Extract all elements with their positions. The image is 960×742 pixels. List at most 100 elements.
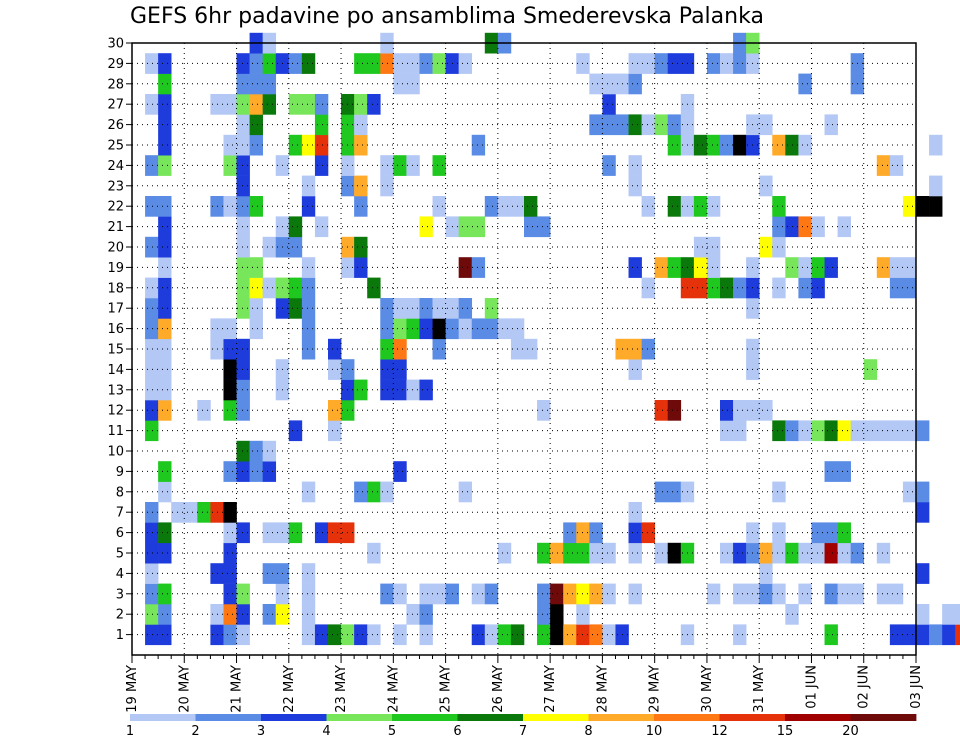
- heatmap-cell: [236, 73, 250, 95]
- heatmap-cell: [328, 338, 342, 360]
- colorbar-label: 6: [453, 724, 461, 739]
- heatmap-cell: [301, 338, 316, 360]
- heatmap-cell: [158, 298, 172, 319]
- heatmap-cell: [589, 542, 603, 564]
- x-axis: 19 MAY 20 MAY 21 MAY 22 MAY 23 MAY 24 MAY 25 M…: [125, 655, 924, 713]
- heatmap-cell: [550, 624, 564, 646]
- heatmap-cell: [628, 73, 642, 95]
- y-tick-label: 17: [107, 302, 124, 317]
- heatmap-cell: [759, 583, 773, 605]
- heatmap-cell: [458, 298, 473, 319]
- heatmap-cell: [380, 583, 394, 605]
- x-tick-label: 24 MAY: [386, 665, 401, 713]
- heatmap-cell: [249, 277, 263, 299]
- heatmap-cell: [367, 481, 381, 503]
- colorbar-swatch: [719, 714, 786, 721]
- x-tick-label: 23 MAY: [334, 665, 349, 713]
- heatmap-cell: [772, 236, 786, 258]
- x-tick-label: 01 JUN: [804, 665, 819, 709]
- heatmap-cell: [471, 134, 486, 156]
- y-tick-label: 8: [116, 485, 124, 500]
- colorbar-label: 20: [842, 724, 859, 739]
- heatmap-cell: [223, 379, 237, 401]
- heatmap-cell: [249, 73, 263, 95]
- y-tick-label: 15: [107, 343, 124, 358]
- heatmap-cell: [328, 420, 342, 442]
- heatmap-cell: [288, 236, 303, 258]
- heatmap-cell: [367, 624, 381, 646]
- heatmap-cell: [223, 155, 237, 176]
- heatmap-cell: [798, 134, 812, 156]
- heatmap-cell: [916, 420, 930, 442]
- colorbar-swatch: [588, 714, 655, 721]
- heatmap-cell: [354, 196, 368, 217]
- heatmap-cell: [236, 359, 250, 380]
- heatmap-cell: [223, 583, 237, 605]
- heatmap-cell: [145, 604, 159, 625]
- colorbar-swatch: [850, 714, 917, 721]
- heatmap-cell: [223, 461, 237, 482]
- heatmap-cell: [706, 134, 721, 156]
- heatmap-cell: [223, 196, 237, 217]
- x-tick-label: 19 MAY: [125, 665, 140, 713]
- heatmap-cell: [158, 481, 172, 503]
- heatmap-cell: [667, 257, 682, 278]
- heatmap-cell: [249, 461, 263, 482]
- heatmap-cell: [837, 583, 851, 605]
- heatmap-cell: [354, 175, 368, 197]
- y-tick-label: 13: [107, 383, 124, 398]
- heatmap-cell: [354, 236, 368, 258]
- heatmap-cell: [811, 257, 825, 278]
- heatmap-cell: [693, 196, 708, 217]
- heatmap-cell: [733, 420, 747, 442]
- heatmap-cell: [314, 155, 329, 176]
- colorbar-legend: 1 2 3 4 5 6 7 8 10 12 15 20: [126, 714, 917, 739]
- heatmap-cell: [824, 257, 838, 278]
- heatmap-cell: [249, 318, 263, 340]
- heatmap-cell: [798, 216, 812, 238]
- heatmap-cell: [654, 257, 669, 278]
- heatmap-cell: [863, 359, 878, 380]
- heatmap-cell: [916, 502, 930, 523]
- y-tick-label: 3: [116, 587, 124, 602]
- heatmap-cell: [432, 318, 446, 340]
- heatmap-cell: [667, 196, 682, 217]
- heatmap-cell: [158, 461, 172, 482]
- heatmap-cell: [641, 196, 655, 217]
- y-tick-label: 7: [116, 506, 124, 521]
- heatmap-cell: [720, 53, 734, 74]
- y-tick-label: 9: [116, 465, 124, 480]
- heatmap-cell: [288, 216, 303, 238]
- heatmap-cell: [354, 114, 368, 136]
- heatmap-cell: [236, 114, 250, 136]
- heatmap-cell: [458, 257, 473, 278]
- heatmap-cell: [772, 277, 786, 299]
- heatmap-cell: [471, 257, 486, 278]
- heatmap-cell: [380, 155, 394, 176]
- heatmap-cell: [158, 318, 172, 340]
- heatmap-cell: [393, 73, 407, 95]
- x-tick-label: 29 MAY: [648, 665, 663, 713]
- heatmap-cell: [720, 400, 734, 421]
- heatmap-cell: [184, 502, 198, 523]
- heatmap-cell: [158, 604, 172, 625]
- heatmap-cell: [262, 461, 277, 482]
- y-tick-label: 30: [107, 37, 124, 52]
- heatmap-cell: [236, 196, 250, 217]
- heatmap-cell: [589, 522, 603, 544]
- heatmap-cell: [380, 175, 394, 197]
- heatmap-cell: [197, 502, 211, 523]
- chart-title: GEFS 6hr padavine po ansamblima Smederev…: [130, 4, 764, 29]
- heatmap-cell: [236, 461, 250, 482]
- heatmap-cell: [419, 604, 433, 625]
- heatmap-cell: [811, 420, 825, 442]
- heatmap-cell: [602, 155, 616, 176]
- heatmap-cell: [301, 583, 316, 605]
- heatmap-cell: [628, 502, 642, 523]
- heatmap-cell: [406, 318, 420, 340]
- heatmap-cell: [419, 298, 433, 319]
- heatmap-cell: [145, 196, 159, 217]
- heatmap-cell: [876, 583, 891, 605]
- y-tick-label: 6: [116, 526, 124, 541]
- heatmap-cell: [432, 338, 446, 360]
